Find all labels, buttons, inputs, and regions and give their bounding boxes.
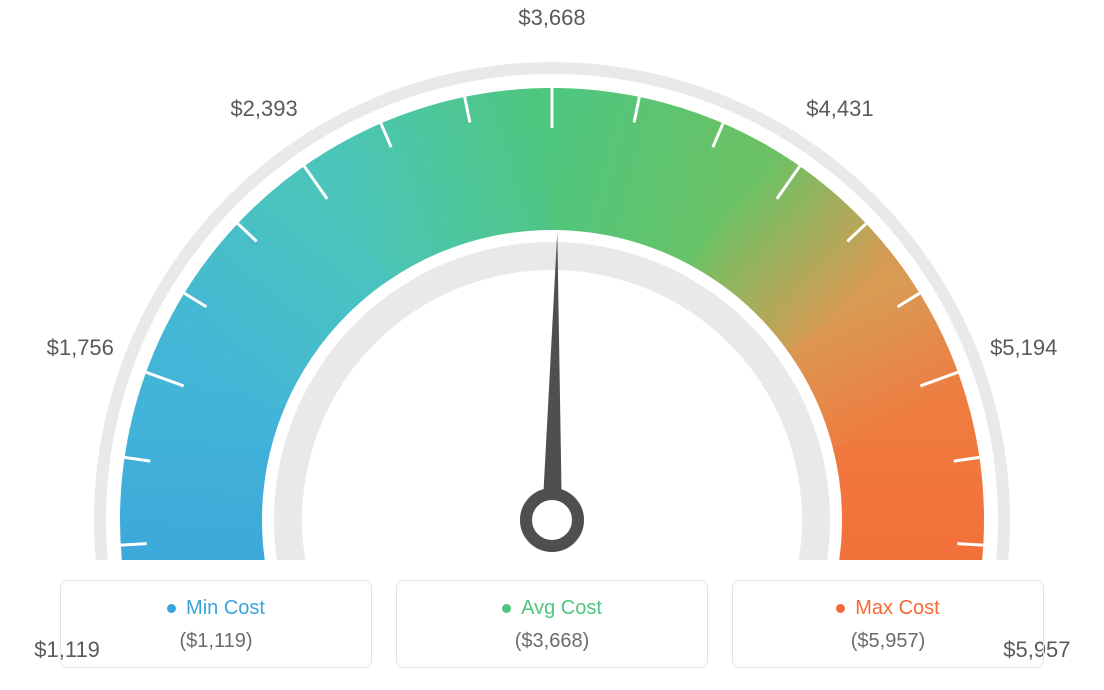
- legend-title-max: Max Cost: [836, 597, 939, 620]
- legend-dot-min: [167, 604, 176, 613]
- legend-row: Min Cost ($1,119) Avg Cost ($3,668) Max …: [60, 580, 1044, 668]
- cost-gauge-container: $1,119$1,756$2,393$3,668$4,431$5,194$5,9…: [0, 0, 1104, 690]
- gauge-chart: [0, 0, 1104, 560]
- scale-label-1: $1,756: [47, 335, 114, 361]
- scale-label-2: $2,393: [230, 96, 297, 122]
- scale-label-3: $3,668: [518, 5, 585, 31]
- legend-title-avg: Avg Cost: [502, 597, 602, 620]
- legend-card-min: Min Cost ($1,119): [60, 580, 372, 668]
- legend-card-max: Max Cost ($5,957): [732, 580, 1044, 668]
- legend-value-min: ($1,119): [71, 630, 361, 653]
- scale-label-4: $4,431: [806, 96, 873, 122]
- legend-dot-avg: [502, 604, 511, 613]
- legend-dot-max: [836, 604, 845, 613]
- legend-value-max: ($5,957): [743, 630, 1033, 653]
- legend-title-avg-text: Avg Cost: [521, 597, 602, 620]
- legend-title-min: Min Cost: [167, 597, 265, 620]
- scale-label-5: $5,194: [990, 335, 1057, 361]
- legend-card-avg: Avg Cost ($3,668): [396, 580, 708, 668]
- legend-title-max-text: Max Cost: [855, 597, 939, 620]
- legend-value-avg: ($3,668): [407, 630, 697, 653]
- legend-title-min-text: Min Cost: [186, 597, 265, 620]
- gauge-area: $1,119$1,756$2,393$3,668$4,431$5,194$5,9…: [0, 0, 1104, 560]
